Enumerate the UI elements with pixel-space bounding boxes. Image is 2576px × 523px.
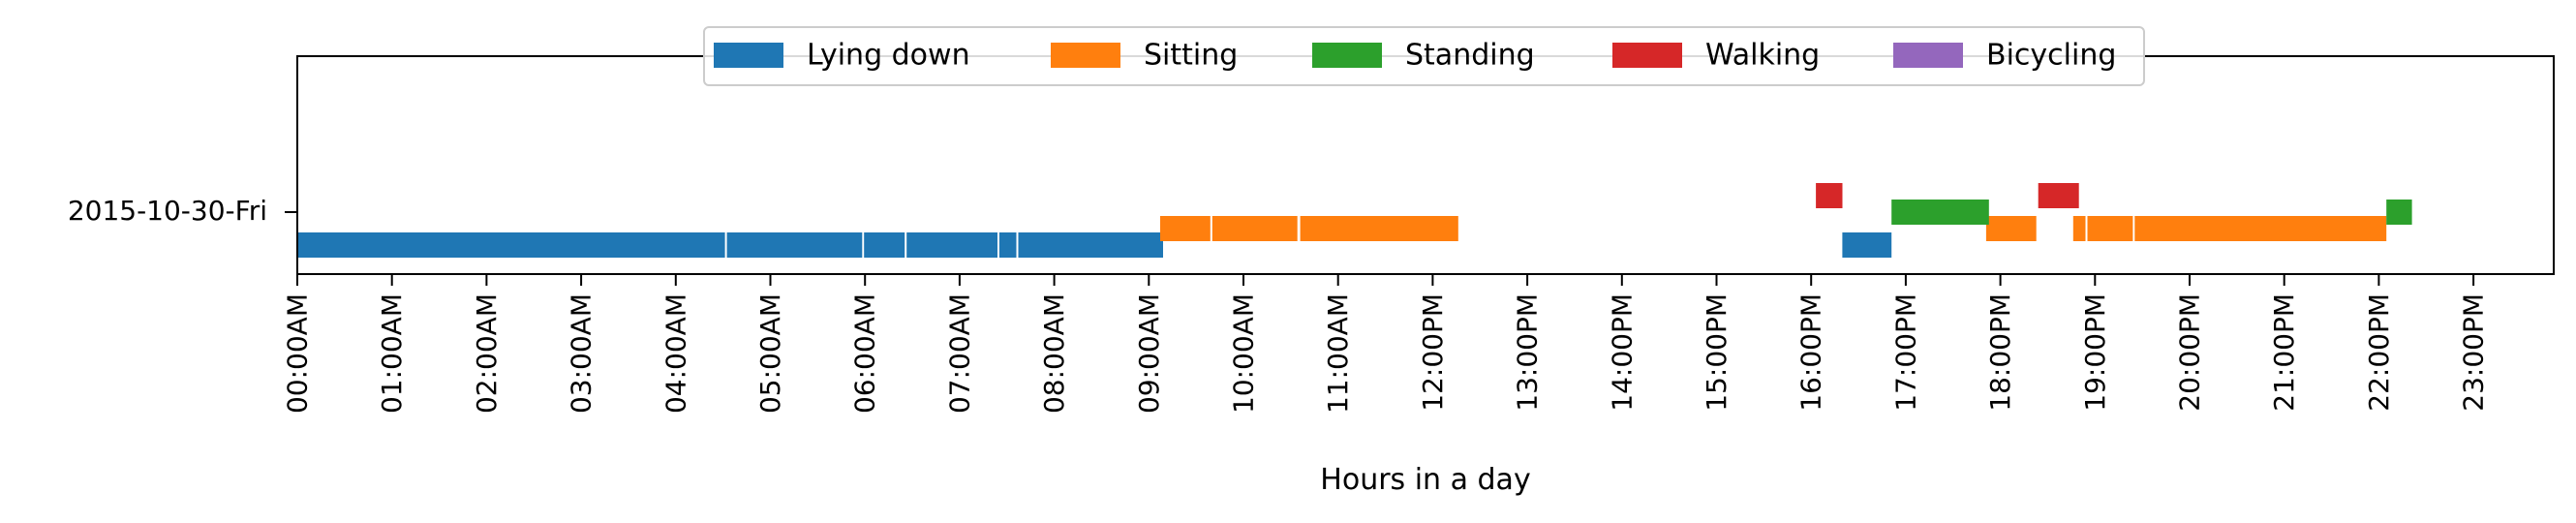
y-tick-label: 2015-10-30-Fri — [68, 195, 267, 227]
x-tick-label: 19:00PM — [2079, 293, 2111, 412]
activity-bar-lying-down — [906, 232, 997, 258]
legend-swatch-standing — [1312, 43, 1382, 68]
x-tick-label: 16:00PM — [1795, 293, 1827, 412]
legend: Lying down Sitting Standing Walking Bicyclin… — [703, 26, 2145, 86]
x-tick-label: 12:00PM — [1417, 293, 1449, 412]
x-axis-ticks: 00:00AM 01:00AM 02:00AM 03:00AM 04:00AM 05:00… — [282, 274, 2490, 414]
legend-swatch-walking — [1612, 43, 1682, 68]
activity-bar-sitting — [2087, 216, 2133, 241]
activity-bar-lying-down — [297, 232, 725, 258]
x-tick-label: 20:00PM — [2174, 293, 2206, 412]
activity-bar-sitting — [1211, 216, 1298, 241]
activity-bar-walking — [1816, 183, 1843, 208]
activity-bar-lying-down — [726, 232, 863, 258]
activity-bar-walking — [2038, 183, 2079, 208]
activity-bar-sitting — [2134, 216, 2387, 241]
x-tick-label: 07:00AM — [943, 293, 975, 414]
x-tick-label: 01:00AM — [376, 293, 408, 414]
x-tick-label: 17:00PM — [1889, 293, 1921, 412]
activity-bar-lying-down — [1842, 232, 1892, 258]
legend-swatch-lying-down — [714, 43, 783, 68]
x-tick-label: 04:00AM — [659, 293, 691, 414]
x-tick-label: 05:00AM — [754, 293, 786, 414]
activity-bar-lying-down — [864, 232, 905, 258]
x-tick-label: 03:00AM — [566, 293, 598, 414]
x-tick-label: 06:00AM — [849, 293, 881, 414]
legend-label: Walking — [1705, 39, 1820, 73]
activity-bar-standing — [2386, 200, 2412, 225]
activity-bar-sitting — [1985, 216, 2037, 241]
legend-label: Bicycling — [1986, 39, 2116, 73]
activity-bar-sitting — [2072, 216, 2086, 241]
x-tick-label: 15:00PM — [1701, 293, 1733, 412]
x-tick-label: 14:00PM — [1606, 293, 1638, 412]
x-tick-label: 23:00PM — [2458, 293, 2490, 412]
legend-label: Lying down — [807, 39, 970, 73]
x-tick-label: 13:00PM — [1512, 293, 1544, 412]
activity-bar-sitting — [1300, 216, 1458, 241]
activity-bar-lying-down — [998, 232, 1017, 258]
x-tick-label: 02:00AM — [471, 293, 503, 414]
y-axis: 2015-10-30-Fri — [68, 195, 297, 227]
legend-swatch-sitting — [1051, 43, 1120, 68]
x-tick-label: 09:00AM — [1133, 293, 1165, 414]
activity-bars — [297, 183, 2412, 258]
x-axis-label: Hours in a day — [1320, 463, 1530, 497]
x-tick-label: 08:00AM — [1038, 293, 1070, 414]
x-tick-label: 18:00PM — [1984, 293, 2016, 412]
activity-bar-standing — [1891, 200, 1989, 225]
legend-swatch-bicycling — [1893, 43, 1963, 68]
x-tick-label: 11:00AM — [1322, 293, 1354, 414]
x-tick-label: 21:00PM — [2268, 293, 2300, 412]
x-tick-label: 10:00AM — [1228, 293, 1260, 414]
legend-frame — [703, 26, 2145, 86]
activity-bar-lying-down — [1018, 232, 1163, 258]
legend-label: Sitting — [1144, 39, 1238, 73]
legend-label: Standing — [1405, 39, 1535, 73]
x-tick-label: 00:00AM — [282, 293, 314, 414]
x-tick-label: 22:00PM — [2363, 293, 2395, 412]
activity-bar-sitting — [1160, 216, 1211, 241]
